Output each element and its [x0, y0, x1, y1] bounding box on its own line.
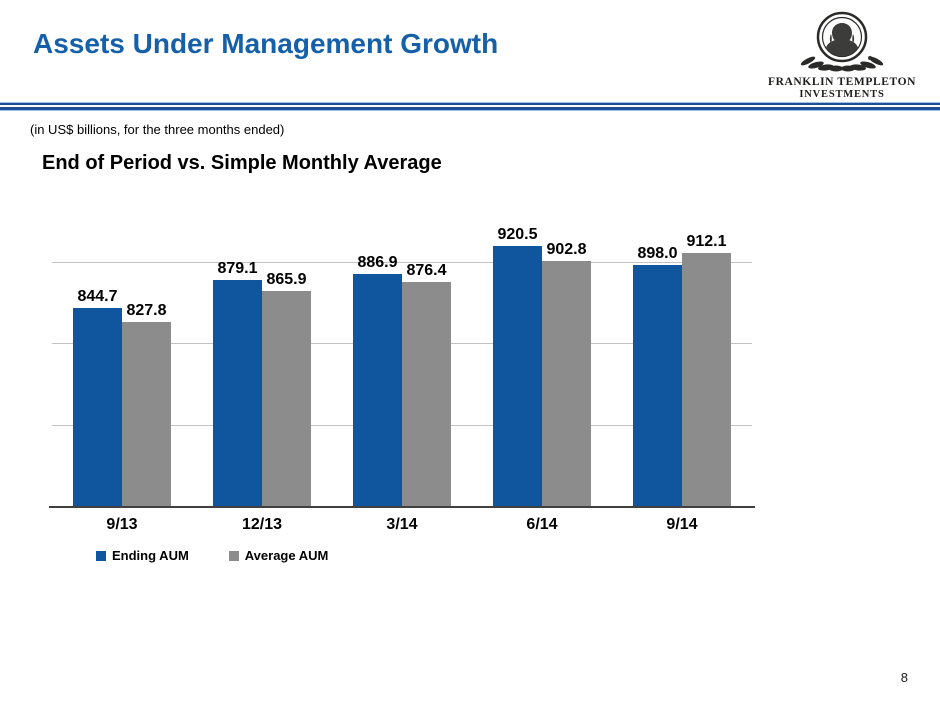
bar-average-aum: 902.8: [542, 241, 591, 507]
bar-groups: 844.7 827.8 879.1 865.9 886.9 876.4 920.5 902.8…: [52, 226, 752, 507]
legend-swatch-gray: [228, 550, 239, 561]
bar-group-9/13: 844.7 827.8: [52, 230, 192, 507]
bar-ending-aum: 898.0: [633, 245, 682, 507]
bar-value-label: 898.0: [637, 244, 678, 262]
x-axis-label-6/14: 6/14: [526, 516, 558, 533]
company-logo: FRANKLIN TEMPLETON INVESTMENTS: [762, 6, 922, 101]
bar-group-9/14: 898.0 912.1: [612, 230, 752, 507]
franklin-medallion-icon: [800, 11, 884, 72]
page-number: 8: [900, 670, 908, 685]
header-divider: [0, 102, 940, 111]
bar-ending-aum: 920.5: [493, 226, 542, 507]
legend-label: Average AUM: [244, 548, 329, 563]
legend-item-average-aum: Average AUM: [228, 548, 329, 563]
legend-label: Ending AUM: [112, 548, 189, 563]
logo-text-line1: FRANKLIN TEMPLETON: [767, 76, 917, 88]
section-heading: End of Period vs. Simple Monthly Average: [42, 152, 442, 174]
x-axis-label-9/14: 9/14: [666, 516, 698, 533]
page-title: Assets Under Management Growth: [33, 28, 499, 59]
logo-text-line2: INVESTMENTS: [799, 89, 885, 101]
bar-average-aum: 876.4: [402, 262, 451, 507]
x-axis-labels: 9/13 12/13 3/14 6/14 9/14: [52, 516, 752, 534]
bar-value-label: 912.1: [686, 233, 727, 251]
bar-value-label: 886.9: [357, 253, 398, 271]
bar-value-label: 876.4: [406, 262, 447, 280]
bar-average-aum: 912.1: [682, 233, 731, 507]
bar-average-aum: 865.9: [262, 271, 311, 507]
bar-group-12/13: 879.1 865.9: [192, 230, 332, 507]
gridline: [52, 262, 752, 264]
bar-ending-aum: 844.7: [73, 288, 122, 507]
x-axis-label-9/13: 9/13: [106, 516, 138, 533]
bar-value-label: 920.5: [497, 226, 538, 244]
x-axis-label-12/13: 12/13: [241, 516, 283, 533]
chart-units-note: (in US$ billions, for the three months e…: [30, 122, 285, 137]
chart-legend: Ending AUM Average AUM: [96, 548, 328, 563]
x-axis-line: [49, 506, 755, 508]
bar-group-6/14: 920.5 902.8: [472, 226, 612, 507]
bar-average-aum: 827.8: [122, 302, 171, 507]
bar-value-label: 879.1: [217, 260, 258, 278]
legend-swatch-blue: [96, 550, 106, 561]
bar-chart-plot: 844.7 827.8 879.1 865.9 886.9 876.4 920.5 902.8…: [49, 226, 755, 508]
x-axis-label-3/14: 3/14: [386, 516, 418, 533]
legend-item-ending-aum: Ending AUM: [96, 548, 189, 563]
bar-value-label: 902.8: [546, 240, 587, 258]
bar-group-3/14: 886.9 876.4: [332, 230, 472, 507]
bar-ending-aum: 886.9: [353, 254, 402, 507]
bar-ending-aum: 879.1: [213, 260, 262, 507]
bar-value-label: 844.7: [77, 288, 118, 305]
bar-value-label: 827.8: [126, 301, 167, 319]
bar-value-label: 865.9: [266, 270, 307, 288]
